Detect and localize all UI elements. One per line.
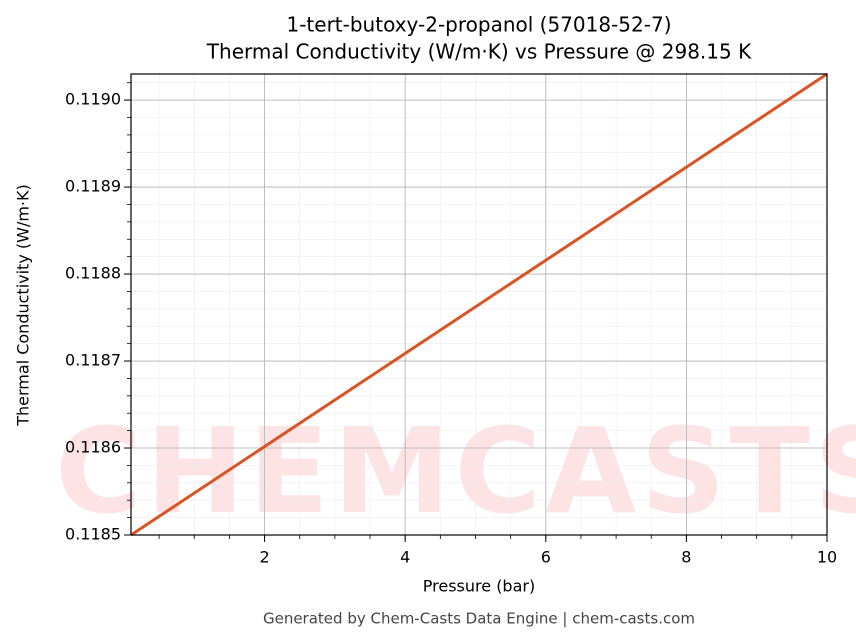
x-tick-label: 8 <box>681 548 691 567</box>
y-tick-label: 0.1190 <box>65 90 121 109</box>
x-axis-label: Pressure (bar) <box>423 577 535 596</box>
x-tick-label: 6 <box>541 548 551 567</box>
y-tick-label: 0.1187 <box>65 351 121 370</box>
y-tick-label: 0.1189 <box>65 177 121 196</box>
plot-frame <box>130 73 828 536</box>
x-tick-label: 10 <box>817 548 837 567</box>
footer: Generated by Chem-Casts Data Engine | ch… <box>263 610 695 628</box>
y-tick-label: 0.1186 <box>65 438 121 457</box>
data-line <box>130 72 828 537</box>
chart-title: 1-tert-butoxy-2-propanol (57018-52-7) <box>286 13 671 37</box>
watermark: CHEMCASTS <box>55 402 856 540</box>
chart-subtitle: Thermal Conductivity (W/m·K) vs Pressure… <box>206 40 752 64</box>
y-tick-label: 0.1185 <box>65 525 121 544</box>
y-tick-label: 0.1188 <box>65 264 121 283</box>
y-axis-label: Thermal Conductivity (W/m·K) <box>14 184 33 427</box>
x-tick-label: 4 <box>400 548 410 567</box>
x-tick-label: 2 <box>259 548 269 567</box>
